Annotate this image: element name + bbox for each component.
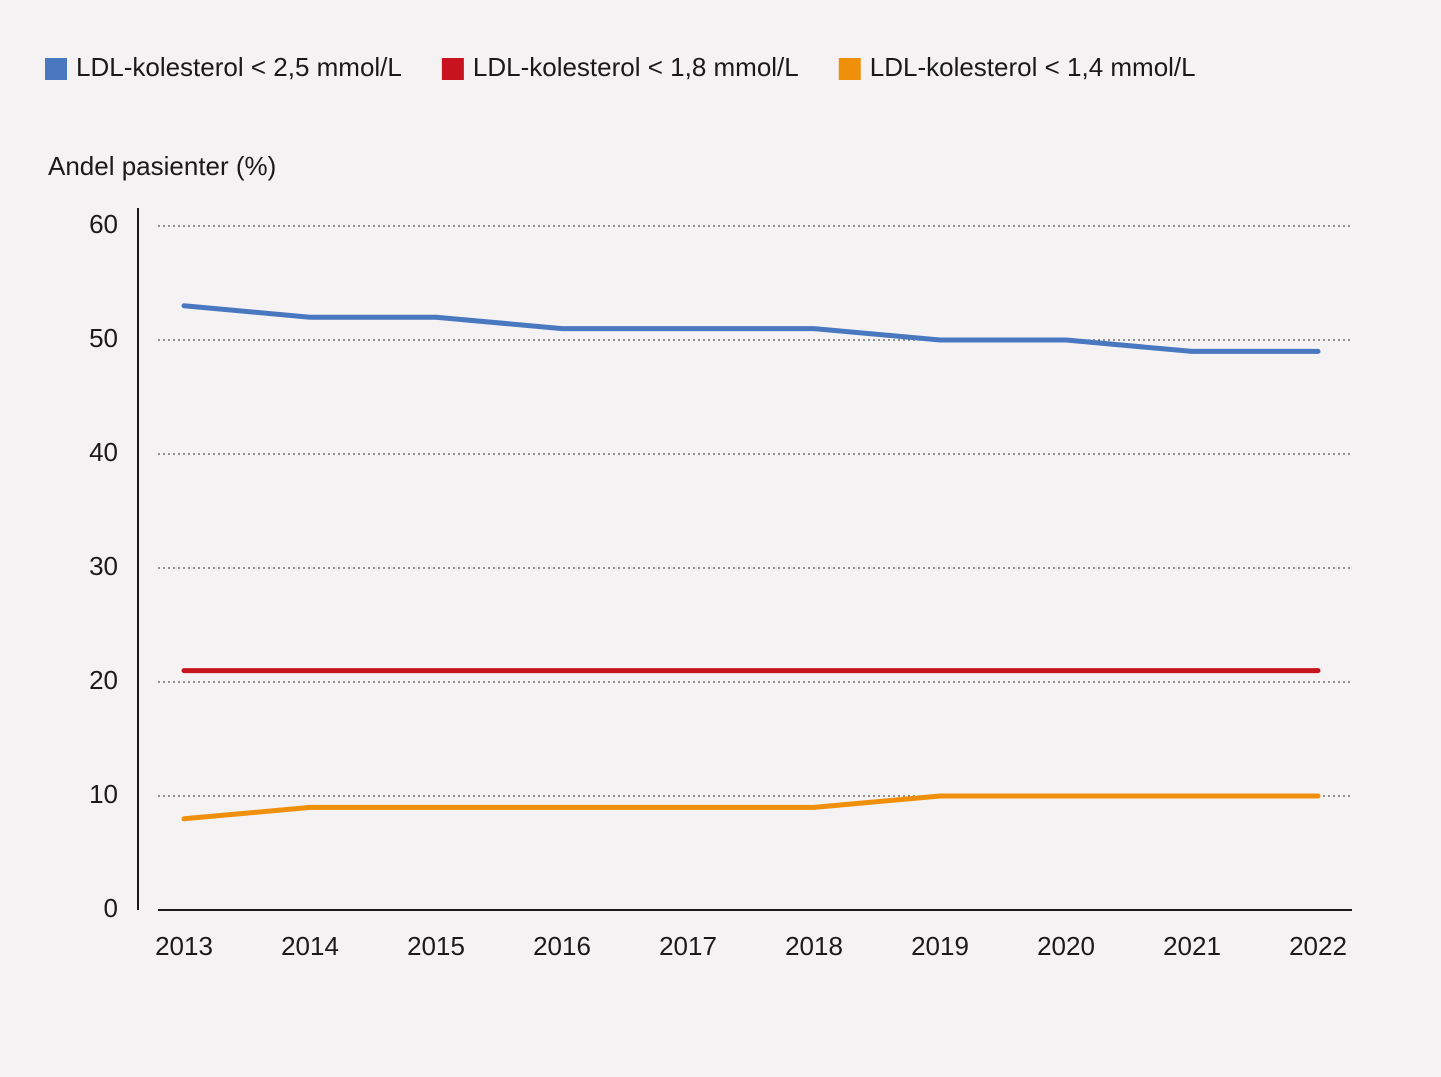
y-tick-label: 50 [89, 323, 118, 353]
data-line [181, 793, 1321, 822]
y-tick-label: 20 [89, 665, 118, 695]
x-tick-label: 2022 [1289, 931, 1347, 961]
legend-label: LDL-kolesterol < 2,5 mmol/L [76, 52, 402, 82]
y-tick-label: 40 [89, 437, 118, 467]
x-tick-label: 2016 [533, 931, 591, 961]
y-tick-label: 10 [89, 779, 118, 809]
data-line [181, 303, 1321, 354]
legend-swatch [441, 58, 464, 80]
legend-swatch [838, 58, 861, 80]
legend-swatch [45, 58, 67, 80]
x-tick-label: 2021 [1163, 931, 1221, 961]
x-tick-label: 2018 [785, 931, 843, 961]
y-tick-label: 30 [89, 551, 118, 581]
x-tick-label: 2014 [281, 931, 339, 961]
legend-label: LDL-kolesterol < 1,8 mmol/L [473, 52, 799, 82]
legend-label: LDL-kolesterol < 1,4 mmol/L [870, 52, 1196, 82]
x-tick-label: 2017 [659, 931, 717, 961]
y-axis-label: Andel pasienter (%) [48, 151, 276, 181]
x-tick-label: 2020 [1037, 931, 1095, 961]
y-tick-label: 0 [104, 893, 118, 923]
x-tick-label: 2019 [911, 931, 969, 961]
y-tick-label: 60 [89, 209, 118, 239]
x-tick-label: 2013 [155, 931, 213, 961]
x-tick-label: 2015 [407, 931, 465, 961]
